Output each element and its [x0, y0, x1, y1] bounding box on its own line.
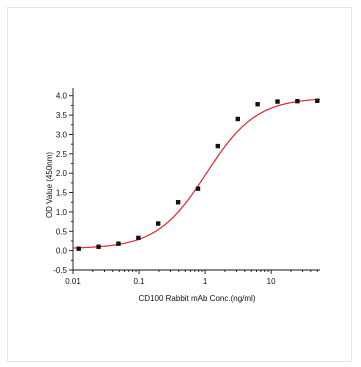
- data-point: [295, 98, 300, 104]
- data-point: [76, 246, 81, 251]
- y-tick-label: 2.5: [56, 150, 68, 159]
- x-axis-label: CD100 Rabbit mAb Conc.(ng/ml): [139, 294, 256, 303]
- y-tick-label: 0.0: [56, 247, 68, 256]
- data-point: [315, 98, 320, 103]
- fit-curve-layer: [72, 98, 321, 249]
- y-tick-label: -0.5: [53, 266, 67, 275]
- data-point: [96, 244, 101, 249]
- fit-curve: [72, 98, 321, 249]
- y-tick-label: 4.0: [56, 92, 68, 101]
- y-axis-label: OD Value (450nm): [45, 152, 54, 218]
- y-tick-label: 1.0: [56, 208, 68, 217]
- data-point: [136, 235, 141, 241]
- x-tick-label: 0.01: [65, 277, 81, 286]
- data-point: [215, 143, 221, 149]
- data-points-layer: [76, 98, 320, 251]
- x-tick-label: 10: [267, 277, 276, 286]
- data-point: [275, 99, 280, 104]
- data-point: [195, 186, 201, 191]
- y-tick-label: 0.5: [56, 227, 68, 236]
- data-point: [175, 200, 181, 205]
- x-tick-label: 0.1: [133, 277, 145, 286]
- y-tick-label: 2.0: [56, 169, 68, 178]
- data-point: [255, 102, 260, 107]
- axes: [69, 88, 320, 274]
- x-tick-label: 1: [203, 277, 208, 286]
- data-point: [116, 241, 121, 246]
- y-tick-label: 1.5: [56, 189, 68, 198]
- data-point: [235, 116, 240, 122]
- data-point: [155, 221, 161, 226]
- y-tick-label: 3.5: [56, 111, 68, 120]
- chart-frame: [7, 7, 352, 362]
- y-tick-label: 3.0: [56, 130, 68, 139]
- tick-labels-layer: 0.01 0.1 1 10 -0.5 0.0 0.5 1.0 1.5 2.0 2.5 3.0 3.5 4.…: [53, 92, 276, 286]
